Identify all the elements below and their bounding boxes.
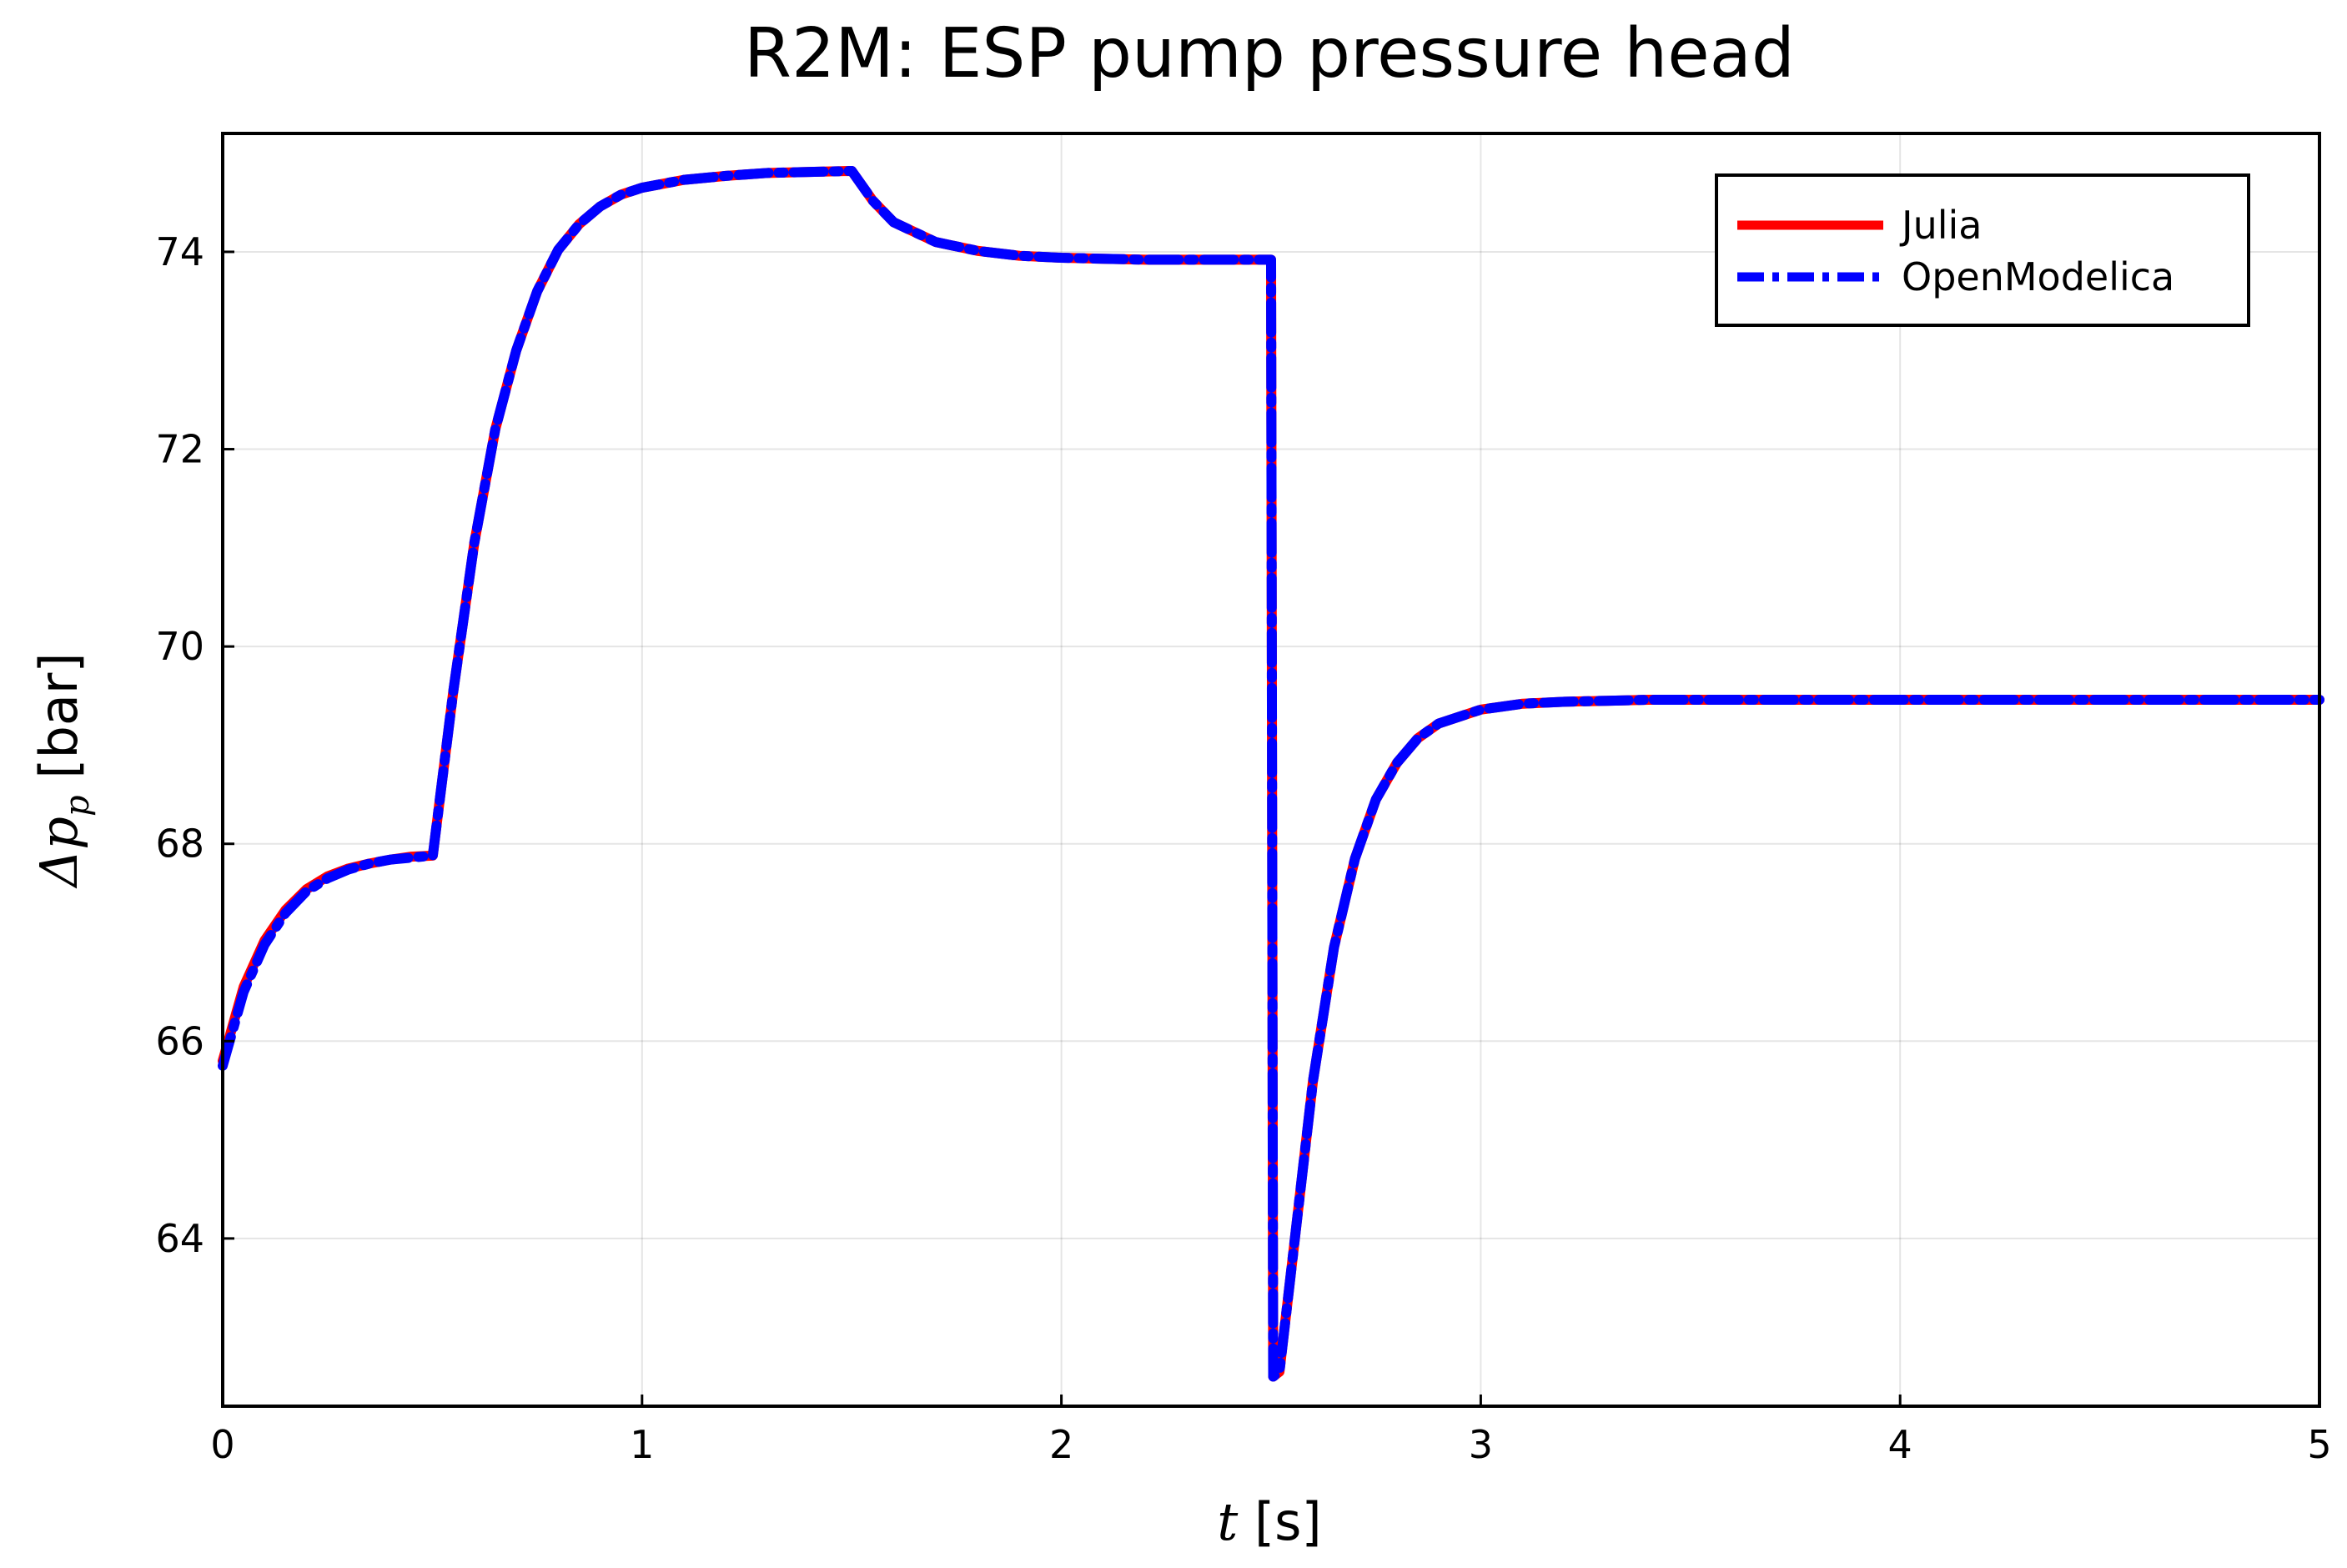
chart-title: R2M: ESP pump pressure head [744, 14, 1795, 93]
y-axis-label-variable: Δp [28, 817, 89, 888]
x-tick-label: 5 [2307, 1422, 2331, 1467]
legend: Julia OpenModelica [1715, 173, 2250, 327]
x-tick-label: 4 [1888, 1422, 1912, 1467]
legend-label-openmodelica: OpenModelica [1902, 254, 2174, 299]
y-tick-label: 74 [155, 229, 204, 274]
y-tick-label: 70 [155, 624, 204, 669]
legend-label-julia: Julia [1899, 203, 1982, 248]
y-tick-label: 68 [155, 822, 204, 867]
y-axis-label: Δpp [bar] [28, 652, 97, 888]
y-axis-label-unit: [bar] [28, 652, 89, 795]
legend-box [1715, 173, 2250, 327]
x-tick-label: 1 [630, 1422, 654, 1467]
x-axis-label-unit: [s] [1238, 1491, 1321, 1552]
series-line-openmodelica [218, 165, 2324, 1382]
series-layer [218, 165, 2324, 1382]
y-tick-label: 72 [155, 427, 204, 472]
axis-ticks: 0 1 2 3 4 5 64 66 68 70 72 74 [155, 229, 2331, 1467]
y-tick-label: 66 [155, 1018, 204, 1063]
y-axis-label-subscript: p [58, 795, 97, 817]
x-tick-label: 0 [210, 1422, 234, 1467]
y-tick-label: 64 [155, 1216, 204, 1261]
x-tick-label: 2 [1049, 1422, 1073, 1467]
x-axis-label-variable: t [1217, 1491, 1238, 1552]
x-axis-label: t [s] [1217, 1491, 1321, 1552]
x-tick-label: 3 [1469, 1422, 1493, 1467]
plot-frame [221, 132, 2321, 1408]
